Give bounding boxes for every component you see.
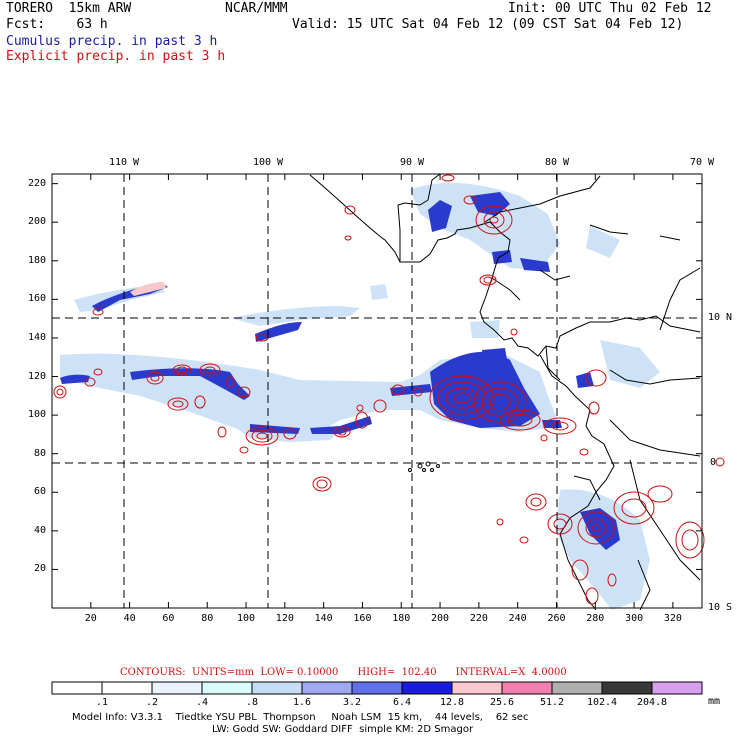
lat-label-10n: 10 N (708, 312, 733, 323)
colorbar-swatch (101, 681, 153, 695)
y-tick-label: 60 (33, 486, 46, 498)
cumulus-legend-label: Cumulus precip. in past 3 h (6, 34, 218, 49)
colorbar-swatch (601, 681, 653, 695)
y-tick-label: 200 (27, 216, 46, 228)
y-tick-label: 140 (27, 331, 46, 343)
coastlines (309, 173, 701, 611)
x-tick-label: 120 (275, 613, 294, 624)
lon-label-110w: 110 W (108, 157, 140, 168)
colorbar-label: 204.8 (637, 697, 667, 708)
x-tick-label: 20 (84, 613, 97, 624)
colorbar-label: 12.8 (440, 697, 464, 708)
x-tick-label: 260 (547, 613, 566, 624)
colorbar-swatch (301, 681, 353, 695)
x-tick-label: 180 (392, 613, 411, 624)
x-tick-label: 60 (162, 613, 175, 624)
y-tick-label: 120 (27, 370, 46, 382)
colorbar-label: 102.4 (587, 697, 617, 708)
colorbar-swatch (51, 681, 103, 695)
lon-label-100w: 100 W (252, 157, 284, 168)
x-tick-label: 280 (586, 613, 605, 624)
colorbar-label: 3.2 (343, 697, 361, 708)
x-tick-label: 240 (508, 613, 527, 624)
colorbar-swatch (251, 681, 303, 695)
lon-label-80w: 80 W (544, 157, 570, 168)
y-tick-label: 100 (27, 409, 46, 421)
valid-time: Valid: 15 UTC Sat 04 Feb 12 (09 CST Sat … (292, 17, 684, 32)
galapagos-islands (408, 461, 440, 472)
y-tick-label: 180 (27, 254, 46, 266)
colorbar-swatch (451, 681, 503, 695)
lon-label-90w: 90 W (399, 157, 425, 168)
colorbar-label: 51.2 (540, 697, 564, 708)
organization: NCAR/MMM (225, 1, 288, 16)
x-tick-label: 320 (663, 613, 682, 624)
light-precip-shading (60, 182, 660, 610)
y-tick-label: 220 (27, 177, 46, 189)
x-tick-label: 200 (431, 613, 450, 624)
axis-tickmarks (52, 174, 702, 608)
colorbar-unit: mm (708, 696, 721, 707)
colorbar-swatch (401, 681, 453, 695)
x-tick-label: 40 (123, 613, 136, 624)
explicit-legend-label: Explicit precip. in past 3 h (6, 49, 226, 64)
lat-label-10s: 10 S (708, 602, 733, 613)
x-tick-label: 220 (469, 613, 488, 624)
lat-lon-grid (52, 174, 702, 608)
y-tick-label: 80 (33, 447, 46, 459)
contours-info: CONTOURS: UNITS=mm LOW= 0.10000 HIGH= 10… (120, 667, 567, 678)
colorbar-swatch (651, 681, 703, 695)
x-tick-label: 300 (625, 613, 644, 624)
forecast-hour: Fcst: 63 h (6, 17, 108, 32)
colorbar-swatch (551, 681, 603, 695)
colorbar-swatch (351, 681, 403, 695)
lat-label-0: 0 (710, 457, 717, 468)
x-tick-label: 80 (201, 613, 214, 624)
colorbar-label: .1 (96, 697, 108, 708)
colorbar-label: .8 (246, 697, 258, 708)
colorbar-label: 25.6 (490, 697, 514, 708)
y-tick-label: 40 (33, 524, 46, 536)
model-name: TORERO 15km ARW (6, 1, 132, 16)
x-tick-label: 140 (314, 613, 333, 624)
model-info-line2: LW: Godd SW: Goddard DIFF simple KM: 2D … (212, 724, 474, 735)
colorbar-label: .4 (196, 697, 208, 708)
y-tick-label: 160 (27, 293, 46, 305)
init-time: Init: 00 UTC Thu 02 Feb 12 (508, 1, 712, 16)
colorbar: .1 .2 .4 .8 1.6 3.2 6.4 12.8 25.6 51.2 102.4 204.8 (51, 681, 703, 708)
explicit-precip-contours (53, 174, 725, 605)
plot-frame (51, 173, 703, 609)
colorbar-label: .2 (146, 697, 158, 708)
y-tick-label: 20 (33, 563, 46, 575)
x-tick-label: 100 (236, 613, 256, 624)
colorbar-label: 1.6 (293, 697, 311, 708)
colorbar-swatch (501, 681, 553, 695)
colorbar-label: 6.4 (393, 697, 411, 708)
lon-label-70w: 70 W (689, 157, 715, 168)
colorbar-swatch (151, 681, 203, 695)
x-tick-label: 160 (353, 613, 372, 624)
heavy-precip-patch (130, 282, 166, 296)
model-info-line1: Model Info: V3.3.1 Tiedtke YSU PBL Thomp… (72, 712, 529, 723)
colorbar-swatch (201, 681, 253, 695)
